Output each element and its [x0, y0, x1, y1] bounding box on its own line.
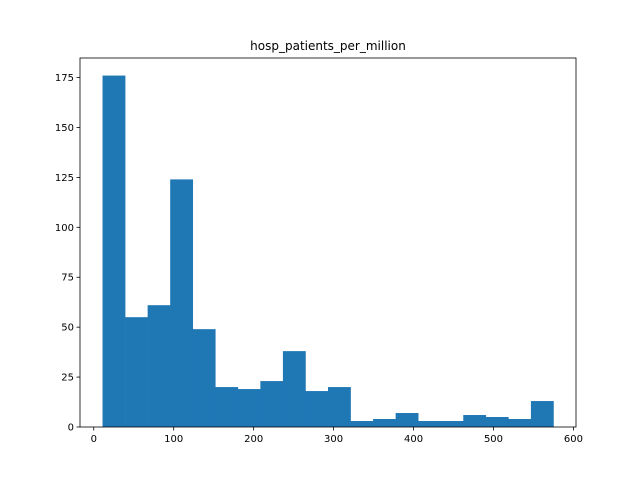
- histogram-bar: [373, 419, 396, 427]
- plot-frame: [79, 57, 577, 428]
- x-tick-label: 0: [91, 434, 97, 445]
- histogram-bar: [125, 317, 148, 427]
- histogram-bar: [215, 387, 239, 427]
- x-axis: 0 100 200 300 400 500 600: [91, 427, 583, 445]
- histogram-bar: [305, 391, 329, 427]
- histogram-bar: [418, 421, 442, 427]
- histogram-bar: [170, 179, 194, 427]
- histogram-bar: [530, 401, 554, 427]
- y-tick-label: 50: [61, 323, 74, 334]
- x-tick-label: 100: [164, 434, 183, 445]
- x-tick-label: 600: [564, 434, 583, 445]
- y-tick-label: 0: [68, 423, 74, 434]
- histogram-bar: [102, 75, 126, 428]
- histogram-bar: [147, 305, 171, 427]
- y-tick-label: 75: [61, 273, 74, 284]
- x-tick-label: 500: [484, 434, 503, 445]
- histogram-bar: [350, 421, 374, 427]
- histogram-bar: [260, 381, 284, 427]
- histogram-bar: [328, 387, 351, 427]
- y-axis: 0 25 50 75 100 125 150 175: [55, 73, 80, 434]
- y-tick-label: 25: [61, 373, 74, 384]
- histogram-bar: [395, 413, 419, 427]
- y-tick-label: 175: [55, 73, 74, 84]
- bars-group: [102, 75, 554, 428]
- histogram-bar: [237, 389, 261, 427]
- y-tick-label: 100: [55, 223, 74, 234]
- histogram-bar: [508, 419, 532, 427]
- x-tick-label: 400: [404, 434, 423, 445]
- y-tick-label: 125: [55, 173, 74, 184]
- histogram-bar: [463, 415, 487, 427]
- y-tick-label: 150: [55, 123, 74, 134]
- x-tick-label: 300: [324, 434, 343, 445]
- chart-title: hosp_patients_per_million: [250, 39, 406, 53]
- histogram-bar: [440, 421, 464, 427]
- histogram-bar: [282, 351, 306, 427]
- histogram-bar: [485, 417, 509, 427]
- x-tick-label: 200: [244, 434, 263, 445]
- histogram-bar: [192, 329, 216, 427]
